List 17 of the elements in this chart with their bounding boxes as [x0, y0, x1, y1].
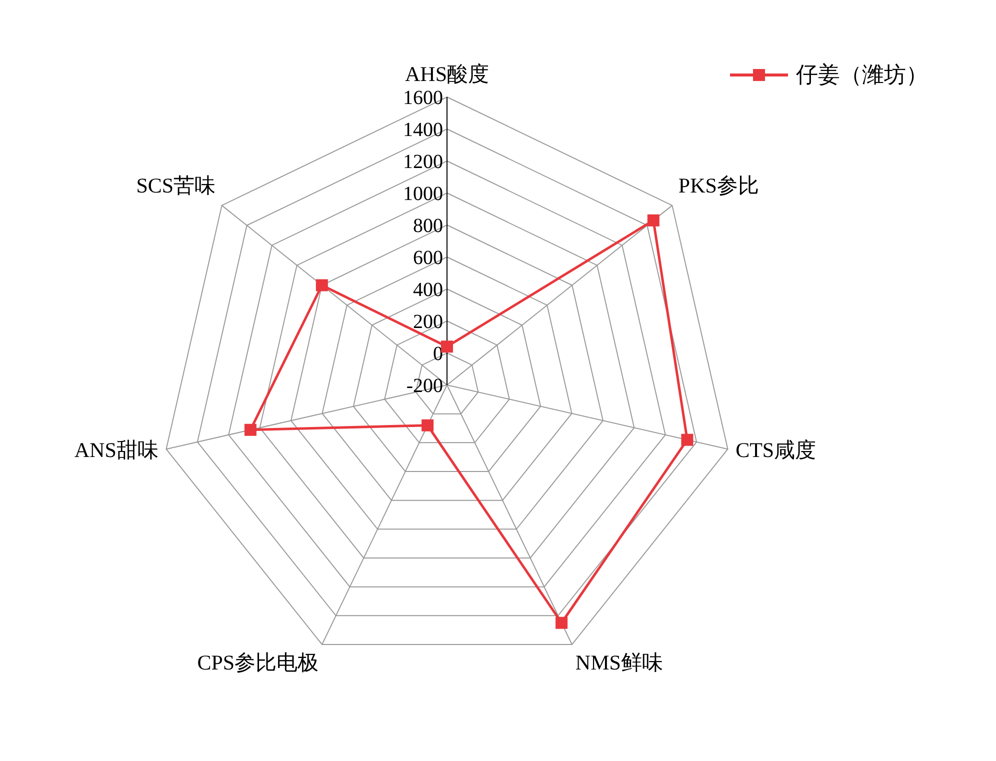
spoke-label: AHS酸度	[404, 62, 490, 86]
spoke-label: SCS苦味	[136, 173, 216, 198]
spoke-label: CPS参比电极	[197, 650, 319, 675]
y-tick-label: 1600	[403, 87, 443, 109]
y-tick-label: 1400	[403, 119, 443, 141]
y-tick-label: -200	[406, 375, 443, 397]
y-tick-label: 800	[413, 215, 443, 237]
y-tick-label: 1000	[403, 183, 443, 205]
spoke-label: CTS咸度	[736, 438, 816, 462]
y-tick-label: 400	[413, 279, 443, 301]
y-tick-label: 200	[413, 311, 443, 333]
legend-label: 仔姜（潍坊）	[796, 61, 928, 89]
y-tick-label: 1200	[403, 151, 443, 173]
spoke-label: NMS鲜味	[575, 650, 663, 675]
spoke-label: PKS参比	[678, 173, 759, 198]
y-tick-label: 600	[413, 247, 443, 269]
spoke-label: ANS甜味	[74, 438, 158, 462]
